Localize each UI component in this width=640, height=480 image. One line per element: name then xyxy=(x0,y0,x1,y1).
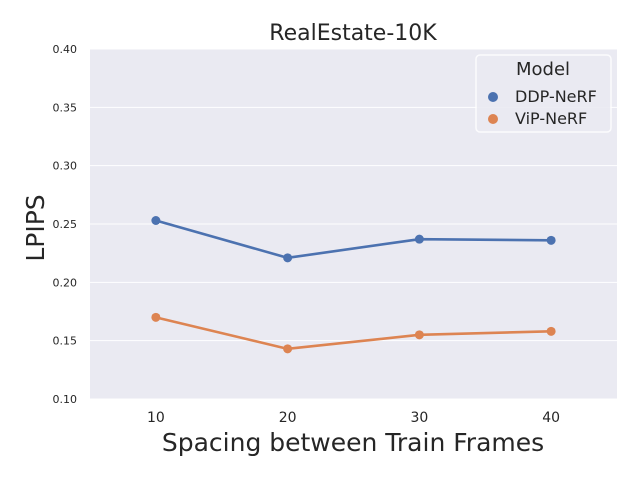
legend: Model DDP-NeRF ViP-NeRF xyxy=(475,54,612,133)
x-tick-label: 30 xyxy=(410,410,428,426)
data-point xyxy=(414,234,424,244)
legend-label: ViP-NeRF xyxy=(515,109,587,128)
legend-marker xyxy=(488,114,498,124)
data-point xyxy=(151,216,161,225)
chart-title: RealEstate-10K xyxy=(269,21,437,46)
series-group xyxy=(151,312,556,354)
x-axis-label: Spacing between Train Frames xyxy=(162,428,544,457)
x-tick-label: 40 xyxy=(542,410,560,426)
y-axis-label: LPIPS xyxy=(21,194,50,261)
legend-box xyxy=(475,54,612,133)
legend-entries: DDP-NeRF ViP-NeRF xyxy=(488,87,597,128)
data-point xyxy=(546,326,556,336)
data-point xyxy=(283,253,293,263)
x-tick-label: 20 xyxy=(279,410,297,426)
data-point xyxy=(151,312,161,322)
y-tick-label: 0.30 xyxy=(53,160,78,173)
series-group xyxy=(151,216,556,263)
x-tick-label: 10 xyxy=(147,410,165,426)
y-tick-label: 0.10 xyxy=(53,393,78,406)
legend-label: DDP-NeRF xyxy=(515,87,597,106)
data-point xyxy=(414,330,424,340)
data-point xyxy=(546,235,556,245)
legend-title: Model xyxy=(516,59,570,80)
legend-marker xyxy=(488,92,498,102)
series-line xyxy=(155,219,552,260)
y-tick-label: 0.25 xyxy=(53,218,78,231)
y-tick-label: 0.20 xyxy=(53,276,78,289)
y-tick-label: 0.15 xyxy=(53,335,78,348)
x-tick-labels: 10 20 30 40 xyxy=(147,410,560,426)
y-tick-label: 0.35 xyxy=(53,101,78,114)
data-point xyxy=(283,344,293,354)
y-tick-label: 0.40 xyxy=(53,43,78,56)
series-layer xyxy=(151,216,556,354)
series-line xyxy=(155,316,552,351)
y-tick-labels: 0.10 0.15 0.20 0.25 0.30 0.35 0.40 xyxy=(53,43,78,406)
